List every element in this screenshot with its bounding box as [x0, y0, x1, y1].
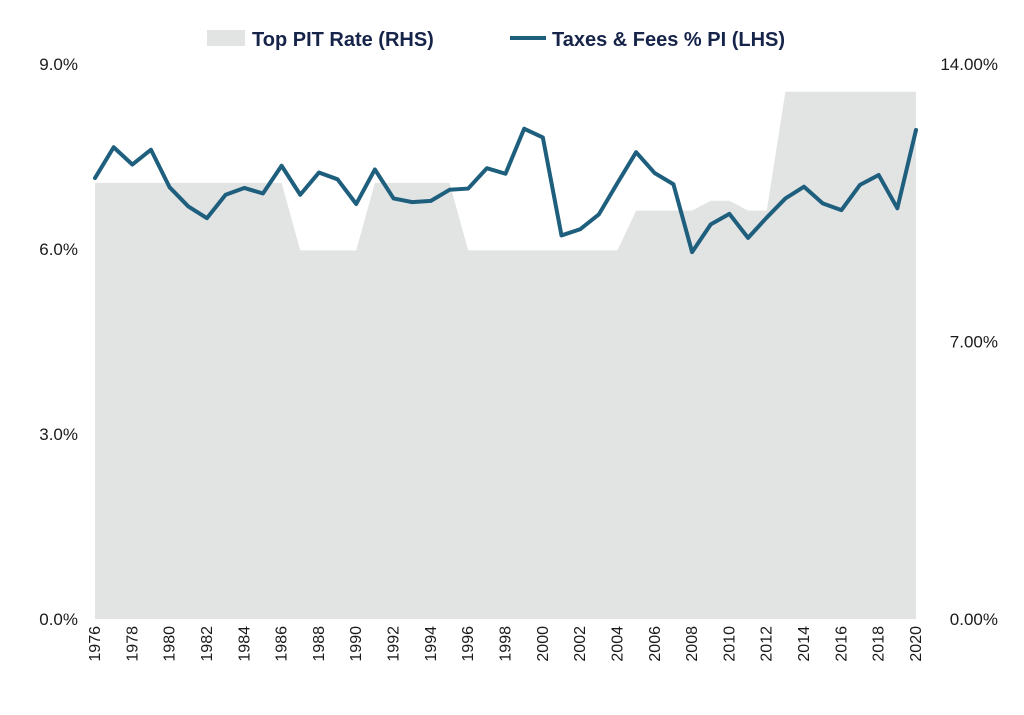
- legend-label-line: Taxes & Fees % PI (LHS): [552, 29, 785, 51]
- x-tick-label: 1990: [348, 626, 365, 662]
- x-tick-label: 2020: [908, 626, 925, 662]
- y-left-tick-label: 0.0%: [39, 610, 78, 629]
- y-axis-right: 0.00% 7.00% 14.00%: [940, 55, 998, 629]
- x-tick-label: 2000: [535, 626, 552, 662]
- x-tick-label: 2008: [684, 626, 701, 662]
- legend-swatch-area: [207, 30, 245, 46]
- legend-label-area: Top PIT Rate (RHS): [252, 29, 434, 51]
- x-tick-label: 2016: [833, 626, 850, 662]
- x-tick-label: 1978: [124, 626, 141, 662]
- y-left-tick-label: 6.0%: [39, 240, 78, 259]
- y-left-tick-label: 3.0%: [39, 425, 78, 444]
- y-right-tick-label: 14.00%: [940, 55, 998, 74]
- y-right-tick-label: 0.00%: [950, 610, 998, 629]
- x-tick-label: 1996: [460, 626, 477, 662]
- x-tick-label: 2012: [759, 626, 776, 662]
- x-tick-label: 1984: [236, 626, 253, 662]
- x-tick-label: 1982: [199, 626, 216, 662]
- legend: Top PIT Rate (RHS) Taxes & Fees % PI (LH…: [207, 29, 785, 51]
- y-axis-left: 0.0% 3.0% 6.0% 9.0%: [39, 55, 78, 629]
- x-tick-label: 1998: [498, 626, 515, 662]
- x-tick-label: 2004: [609, 626, 626, 662]
- x-tick-label: 2002: [572, 626, 589, 662]
- x-tick-label: 2014: [796, 626, 813, 662]
- x-tick-label: 2018: [871, 626, 888, 662]
- x-tick-label: 1992: [386, 626, 403, 662]
- y-right-tick-label: 7.00%: [950, 333, 998, 352]
- x-tick-label: 1980: [162, 626, 179, 662]
- line-layer: [93, 126, 918, 255]
- y-left-tick-label: 9.0%: [39, 55, 78, 74]
- series-line-taxes-fees: [93, 126, 918, 255]
- x-axis: 1976 1978 1980 1982 1984 1986 1988 1990 1992 1994…: [87, 626, 925, 662]
- x-tick-label: 2010: [721, 626, 738, 662]
- x-tick-label: 1988: [311, 626, 328, 662]
- x-tick-label: 1986: [274, 626, 291, 662]
- x-tick-label: 1976: [87, 626, 104, 662]
- x-tick-label: 2006: [647, 626, 664, 662]
- x-tick-label: 1994: [423, 626, 440, 662]
